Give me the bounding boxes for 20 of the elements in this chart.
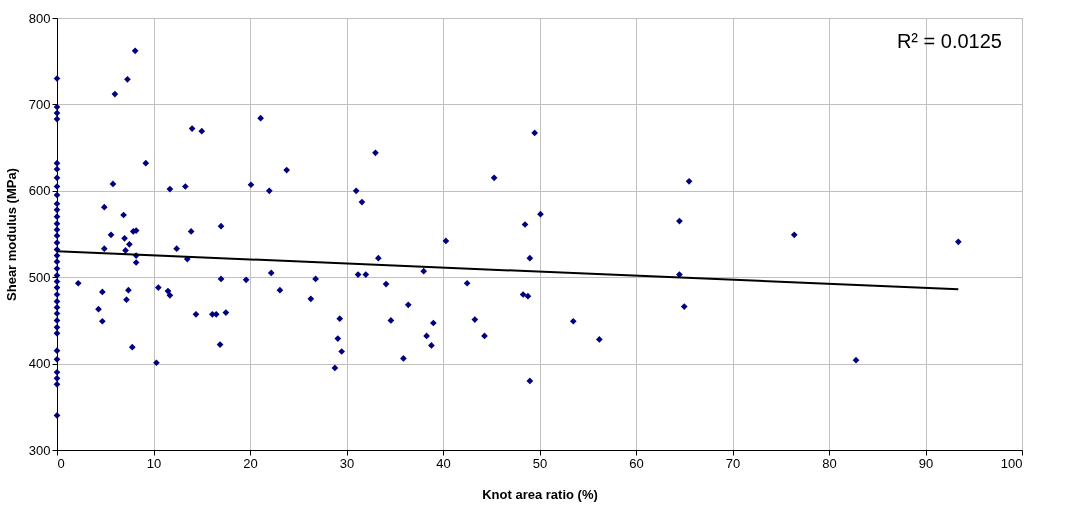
x-tick-label: 90 — [918, 455, 934, 471]
x-tick-label: 60 — [629, 455, 644, 471]
x-tick-label: 80 — [822, 455, 837, 471]
annotation: R² = 0.0125 — [896, 30, 1002, 52]
x-tick-label: 20 — [243, 455, 258, 471]
y-tick-label: 300 — [28, 442, 51, 458]
x-tick-label: 50 — [532, 455, 548, 471]
x-tick-label: 0 — [57, 455, 65, 471]
x-tick-label: 70 — [725, 455, 741, 471]
y-tick-label: 600 — [28, 183, 51, 199]
y-axis-title: Shear modulus (MPa) — [3, 168, 19, 301]
x-tick-label: 10 — [146, 455, 162, 471]
y-tick-label: 800 — [28, 10, 51, 26]
x-tick-label: 30 — [339, 455, 355, 471]
x-tick-label: 100 — [1000, 455, 1023, 471]
x-tick-label: 40 — [436, 455, 451, 471]
x-axis-title: Knot area ratio (%) — [482, 486, 598, 502]
y-tick-label: 400 — [28, 356, 51, 372]
y-tick-label: 700 — [28, 96, 51, 112]
y-tick-label: 500 — [28, 269, 51, 285]
